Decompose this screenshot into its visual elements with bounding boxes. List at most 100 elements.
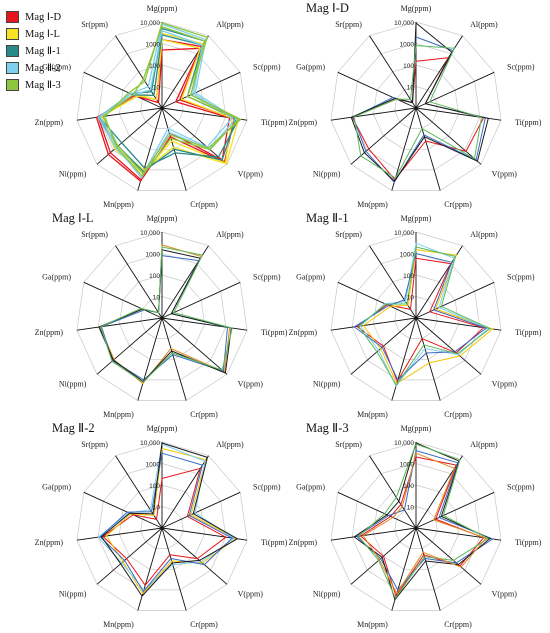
axis-label: Sc(ppm)	[253, 273, 281, 282]
grid-ring	[97, 253, 227, 381]
axis-label: Ga(ppm)	[42, 63, 71, 72]
axis-label: Mg(ppm)	[147, 214, 178, 223]
axis-label: V(ppm)	[492, 590, 518, 599]
series-line	[362, 249, 494, 384]
legend-item: Mag Ⅰ-L	[6, 25, 98, 42]
axis-label: Al(ppm)	[216, 230, 244, 239]
series-line	[353, 45, 482, 179]
axis-label: Mn(ppm)	[357, 620, 388, 629]
tick-label: 10,000	[140, 20, 160, 27]
grid-ring	[76, 441, 248, 611]
panel-title: Mag Ⅱ-3	[306, 421, 349, 435]
legend-item: Mag Ⅰ-D	[6, 8, 98, 25]
tick-label: 1000	[146, 462, 161, 469]
panel-title: Mag Ⅱ-1	[306, 211, 349, 225]
axis-label: Sc(ppm)	[507, 63, 535, 72]
axis-label: Cr(ppm)	[190, 410, 218, 419]
grid-ring	[97, 463, 227, 591]
axis-spoke	[330, 527, 417, 541]
axis-spoke	[337, 491, 417, 529]
tick-label: 10,000	[394, 440, 414, 447]
tick-label: 10	[153, 85, 161, 92]
axis-spoke	[415, 281, 495, 319]
grid-ring	[351, 253, 481, 381]
axis-label: Ni(ppm)	[313, 590, 341, 599]
axis-label: V(ppm)	[492, 170, 518, 179]
axis-label: V(ppm)	[238, 170, 264, 179]
axis-label: Sc(ppm)	[253, 63, 281, 72]
axis-label: V(ppm)	[492, 380, 518, 389]
axis-label: Cr(ppm)	[444, 620, 472, 629]
axis-spoke	[137, 527, 163, 611]
axis-spoke	[76, 107, 163, 121]
grid-ring	[76, 231, 248, 401]
axis-label: Zn(ppm)	[35, 118, 64, 127]
axis-spoke	[415, 107, 441, 191]
axis-spoke	[161, 527, 228, 585]
tick-label: 10,000	[394, 20, 414, 27]
series-line	[356, 257, 485, 382]
legend-item: Mag Ⅱ-1	[6, 42, 98, 59]
tick-label: 100	[403, 63, 414, 70]
legend-swatch	[6, 27, 19, 40]
grid-ring	[394, 86, 438, 129]
axis-label: Zn(ppm)	[35, 328, 64, 337]
tick-label: 10	[153, 505, 161, 512]
legend: Mag Ⅰ-D Mag Ⅰ-L Mag Ⅱ-1 Mag Ⅱ-2 Mag Ⅱ-3	[6, 8, 98, 93]
axis-spoke	[161, 317, 248, 331]
legend-label: Mag Ⅰ-D	[25, 11, 62, 23]
axis-spoke	[161, 491, 241, 529]
axis-spoke	[369, 245, 417, 319]
axis-label: Zn(ppm)	[289, 538, 318, 547]
axis-spoke	[137, 317, 163, 401]
tick-label: 10	[407, 295, 415, 302]
grid-ring	[330, 441, 502, 611]
axis-label: Ti(ppm)	[261, 328, 288, 337]
axis-label: Al(ppm)	[216, 440, 244, 449]
axis-spoke	[369, 35, 417, 109]
axis-label: Sr(ppm)	[81, 230, 108, 239]
legend-label: Mag Ⅱ-3	[25, 79, 61, 91]
series-line	[99, 452, 233, 592]
legend-item: Mag Ⅱ-3	[6, 76, 98, 93]
axis-label: Mn(ppm)	[103, 200, 134, 209]
axis-label: Al(ppm)	[470, 440, 498, 449]
axis-label: Ti(ppm)	[261, 118, 288, 127]
axis-label: Ni(ppm)	[59, 170, 87, 179]
axis-label: Ni(ppm)	[59, 590, 87, 599]
axis-spoke	[161, 71, 241, 109]
tick-label: 10	[407, 85, 415, 92]
tick-label: 100	[403, 273, 414, 280]
axis-spoke	[415, 35, 463, 109]
series-line	[100, 246, 233, 383]
grid-ring	[351, 463, 481, 591]
grid-ring	[351, 43, 481, 171]
axis-label: Al(ppm)	[470, 20, 498, 29]
axis-spoke	[83, 71, 163, 109]
axis-spoke	[96, 527, 163, 585]
tick-label: 1000	[400, 252, 415, 259]
tick-label: 10,000	[140, 440, 160, 447]
legend-swatch	[6, 10, 19, 23]
axis-label: Sr(ppm)	[335, 20, 362, 29]
axis-spoke	[161, 527, 187, 611]
axis-spoke	[161, 107, 228, 165]
panel-title: Mag Ⅰ-L	[52, 211, 94, 225]
axis-label: V(ppm)	[238, 380, 264, 389]
legend-swatch	[6, 78, 19, 91]
axis-spoke	[161, 317, 228, 375]
axis-spoke	[161, 281, 241, 319]
tick-label: 100	[403, 483, 414, 490]
series-line	[360, 242, 489, 387]
tick-label: 1000	[400, 42, 415, 49]
legend-label: Mag Ⅰ-L	[25, 28, 60, 40]
axis-spoke	[391, 317, 417, 401]
series-line	[97, 443, 235, 591]
axis-spoke	[337, 281, 417, 319]
axis-spoke	[115, 35, 163, 109]
axis-label: Ti(ppm)	[515, 118, 542, 127]
axis-spoke	[161, 317, 187, 401]
axis-label: Ti(ppm)	[261, 538, 288, 547]
axis-label: Sc(ppm)	[507, 483, 535, 492]
axis-label: Cr(ppm)	[444, 410, 472, 419]
